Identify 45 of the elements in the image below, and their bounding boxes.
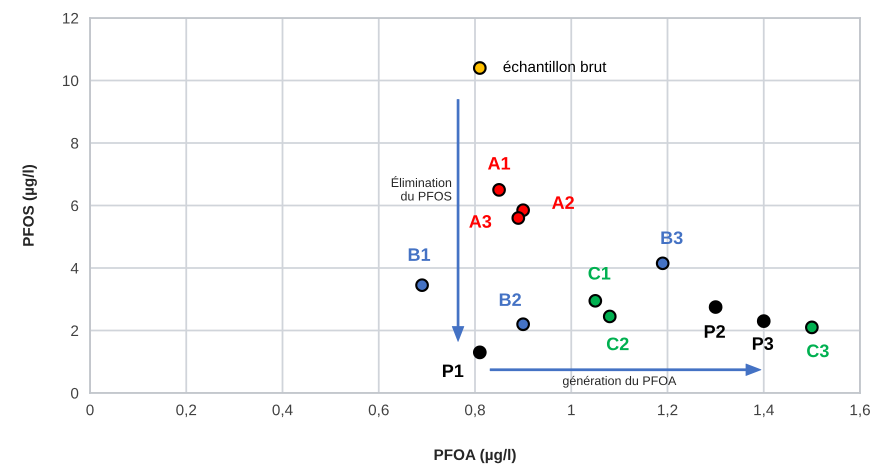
y-axis-title: PFOS (µg/l) <box>22 164 37 246</box>
point <box>756 314 771 328</box>
x-tick-label: 1 <box>568 404 575 416</box>
data-label: C2 <box>606 338 629 350</box>
annotation: génération du PFOA <box>562 376 676 388</box>
x-tick-label: 0,4 <box>272 404 293 418</box>
data-label: B2 <box>500 293 521 306</box>
point <box>805 320 819 334</box>
point <box>492 183 506 197</box>
data-label: A3 <box>469 215 492 228</box>
point <box>708 300 722 314</box>
x-tick-label: 0 <box>86 404 94 416</box>
data-label: échantillon brut <box>503 60 606 72</box>
x-tick-label: 0,2 <box>176 404 196 418</box>
point <box>516 317 530 332</box>
x-tick-label: 1,6 <box>850 404 870 418</box>
y-tick-label: 10 <box>63 75 78 86</box>
point <box>656 256 670 270</box>
data-label: P3 <box>752 337 774 350</box>
x-tick-label: 0,6 <box>368 404 389 418</box>
point <box>511 211 526 225</box>
x-tick-label: 1,2 <box>658 404 678 418</box>
data-label: B3 <box>661 231 683 244</box>
data-label: C3 <box>807 344 829 358</box>
data-label: A1 <box>488 157 510 170</box>
x-axis-title: PFOA (µg/l) <box>434 448 516 464</box>
data-label: P2 <box>704 325 725 338</box>
point <box>472 346 487 360</box>
data-label: A2 <box>552 196 574 209</box>
annotation: Élimination du PFOS <box>392 176 452 201</box>
data-label: C1 <box>588 266 610 280</box>
y-tick-label: 12 <box>63 12 78 24</box>
y-tick-label: 4 <box>70 263 78 274</box>
data-label: P1 <box>442 364 464 378</box>
point <box>415 278 429 292</box>
point <box>602 310 617 324</box>
data-label: B1 <box>408 248 430 261</box>
y-tick-label: 2 <box>71 325 78 336</box>
y-tick-label: 8 <box>71 138 78 149</box>
x-tick-label: 1,4 <box>754 404 774 418</box>
point <box>472 61 487 75</box>
point <box>588 294 602 308</box>
x-tick-label: 0,8 <box>464 404 485 418</box>
y-tick-label: 0 <box>70 388 78 399</box>
y-tick-label: 6 <box>71 200 78 212</box>
